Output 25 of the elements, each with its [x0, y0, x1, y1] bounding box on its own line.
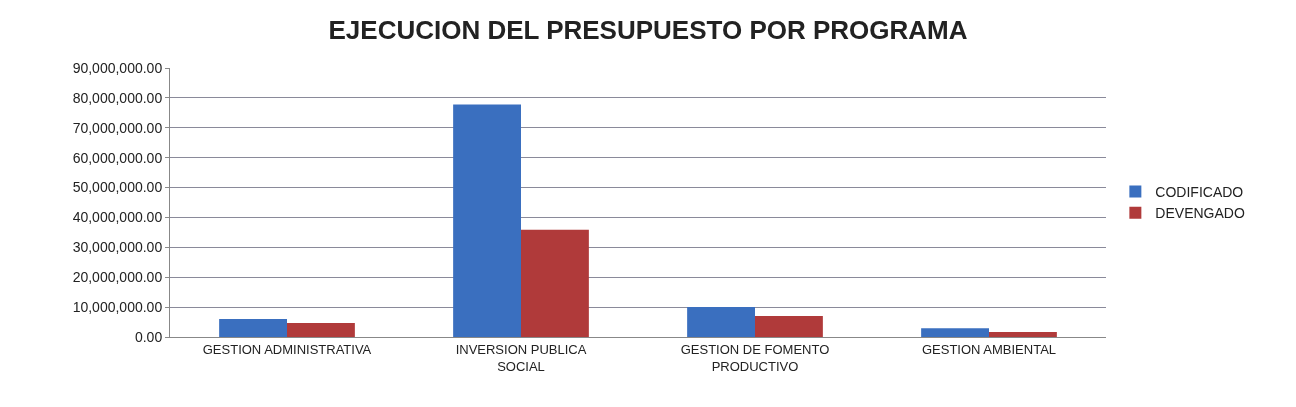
bar: [219, 319, 287, 337]
bar: [287, 322, 355, 337]
y-tick-label: 10,000,000.00: [72, 299, 163, 316]
bar: [687, 307, 755, 337]
x-tick-label: GESTION DE FOMENTO PRODUCTIVO: [680, 341, 830, 374]
legend-label: DEVENGADO: [1155, 205, 1245, 222]
x-tick-label: INVERSION PUBLICA SOCIAL: [455, 341, 587, 374]
y-tick-label: 0.00: [134, 328, 163, 345]
y-tick-label: 60,000,000.00: [72, 149, 163, 166]
y-tick-label: 80,000,000.00: [72, 89, 163, 106]
bar: [453, 104, 521, 337]
chart-title: EJECUCION DEL PRESUPUESTO POR PROGRAMA: [328, 14, 968, 45]
y-tick-label: 30,000,000.00: [72, 239, 163, 256]
y-tick-label: 50,000,000.00: [72, 179, 163, 196]
x-tick-label: GESTION ADMINISTRATIVA: [202, 341, 372, 357]
y-tick-label: 90,000,000.00: [72, 59, 163, 76]
bar: [921, 328, 989, 337]
bar: [989, 331, 1057, 337]
bar: [755, 316, 823, 337]
y-tick-label: 70,000,000.00: [72, 119, 163, 136]
x-tick-label: GESTION AMBIENTAL: [921, 341, 1057, 357]
legend-label: CODIFICADO: [1155, 184, 1244, 201]
y-tick-label: 40,000,000.00: [72, 209, 163, 226]
y-tick-label: 20,000,000.00: [72, 269, 163, 286]
bar: [521, 229, 589, 337]
